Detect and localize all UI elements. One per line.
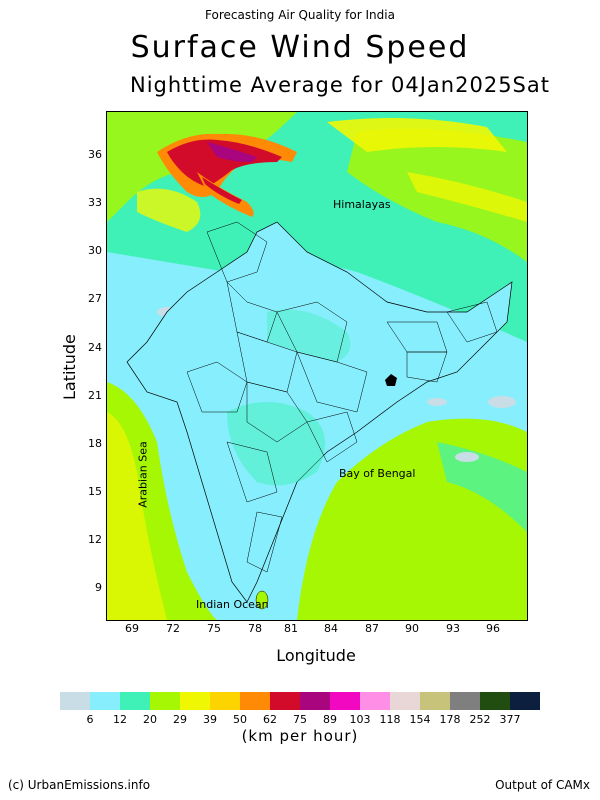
legend-tick-label: 252 — [469, 713, 491, 726]
legend-swatch — [90, 692, 120, 710]
map-subtitle: Nighttime Average for 04Jan2025Sat — [130, 73, 550, 97]
lat-tick: 12 — [88, 533, 102, 546]
legend-swatch — [210, 692, 240, 710]
lon-tick: 78 — [248, 622, 262, 635]
legend-tick-label: 118 — [379, 713, 401, 726]
high-wind-purple — [207, 142, 257, 162]
lon-tick: 75 — [207, 622, 221, 635]
legend-tick-label: 89 — [323, 713, 337, 726]
footer-credit: (c) UrbanEmissions.info — [8, 778, 151, 792]
lon-tick: 72 — [166, 622, 180, 635]
legend-tick-label: 178 — [439, 713, 461, 726]
lon-tick: 93 — [446, 622, 460, 635]
label-himalayas: Himalayas — [333, 198, 391, 211]
high-wind-red — [167, 139, 282, 187]
legend-swatch — [420, 692, 450, 710]
legend-swatch — [480, 692, 510, 710]
legend-tick-label: 39 — [203, 713, 217, 726]
legend-unit: (km per hour) — [241, 727, 359, 745]
color-legend — [60, 692, 540, 710]
legend-tick-label: 75 — [293, 713, 307, 726]
legend-tick-label: 20 — [143, 713, 157, 726]
legend-tick-label: 12 — [113, 713, 127, 726]
lon-tick: 84 — [324, 622, 338, 635]
legend-swatch — [180, 692, 210, 710]
label-arabian-sea: Arabian Sea — [136, 441, 150, 508]
lat-tick: 30 — [88, 244, 102, 257]
lon-tick: 81 — [284, 622, 298, 635]
legend-swatch — [120, 692, 150, 710]
lat-tick: 18 — [88, 437, 102, 450]
lat-tick: 36 — [88, 148, 102, 161]
legend-swatch — [270, 692, 300, 710]
y-axis-label: Latitude — [60, 334, 79, 400]
legend-swatch — [60, 692, 90, 710]
lat-tick: 33 — [88, 196, 102, 209]
legend-swatch — [360, 692, 390, 710]
india-outline — [126, 221, 513, 603]
label-indian-ocean: Indian Ocean — [196, 598, 269, 611]
lat-tick: 21 — [88, 389, 102, 402]
lon-tick: 96 — [486, 622, 500, 635]
legend-swatch — [150, 692, 180, 710]
lon-tick: 69 — [125, 622, 139, 635]
legend-swatch — [450, 692, 480, 710]
state-borders — [186, 221, 498, 573]
legend-tick-label: 6 — [86, 713, 94, 726]
lat-tick: 9 — [95, 581, 102, 594]
legend-tick-label: 50 — [233, 713, 247, 726]
label-bay-of-bengal: Bay of Bengal — [339, 467, 416, 480]
sri-lanka-outline — [255, 590, 269, 610]
legend-tick-label: 29 — [173, 713, 187, 726]
legend-tick-label: 103 — [349, 713, 371, 726]
legend-swatch — [510, 692, 540, 710]
wind-speed-map — [106, 111, 528, 621]
coastal-dark-spot — [385, 374, 397, 386]
legend-swatch — [300, 692, 330, 710]
lon-tick: 87 — [365, 622, 379, 635]
header-top-line: Forecasting Air Quality for India — [205, 8, 395, 22]
legend-swatch — [240, 692, 270, 710]
map-title: Surface Wind Speed — [130, 30, 470, 65]
footer-source: Output of CAMx — [495, 778, 590, 792]
legend-tick-label: 62 — [263, 713, 277, 726]
lat-tick: 15 — [88, 485, 102, 498]
lat-tick: 27 — [88, 292, 102, 305]
lat-tick: 24 — [88, 341, 102, 354]
x-axis-label: Longitude — [276, 646, 356, 665]
legend-swatch — [330, 692, 360, 710]
lon-tick: 90 — [405, 622, 419, 635]
legend-tick-label: 154 — [409, 713, 431, 726]
legend-tick-label: 377 — [499, 713, 521, 726]
legend-swatch — [390, 692, 420, 710]
